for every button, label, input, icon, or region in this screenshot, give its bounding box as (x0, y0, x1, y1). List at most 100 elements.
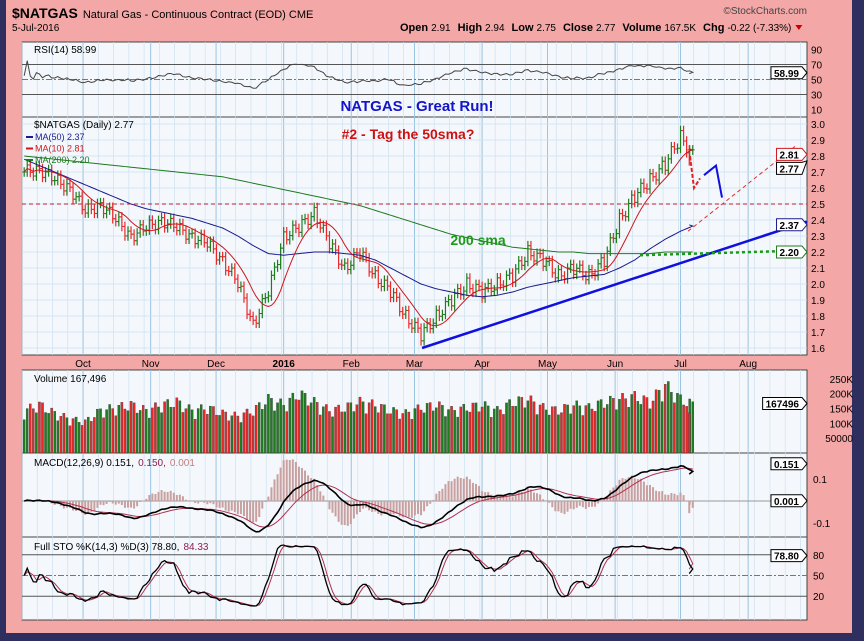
volume-bar (361, 401, 365, 454)
volume-bar (53, 411, 56, 454)
macd-tick: -0.1 (813, 519, 831, 530)
macd-signal-line (24, 467, 693, 528)
volume-bar (538, 404, 542, 454)
volume-bar (123, 408, 127, 454)
volume-bar (535, 414, 539, 454)
volume-bar (25, 408, 29, 454)
volume-bar (114, 415, 118, 454)
macd-histogram-bar (612, 487, 615, 501)
macd-histogram-bar (325, 501, 328, 502)
macd-histogram-bar (337, 501, 340, 522)
volume-bar (517, 396, 520, 454)
y-tick-label: 2.4 (811, 216, 825, 227)
macd-histogram-bar (148, 494, 151, 501)
price-tag: 2.20 (780, 248, 800, 259)
macd-histogram-bar (630, 475, 633, 501)
volume-bar (581, 415, 585, 454)
macd-histogram-bar (554, 501, 557, 512)
volume-tick: 100K (830, 419, 854, 430)
macd-histogram-bar (352, 501, 355, 519)
macd-histogram-bar (505, 495, 508, 501)
macd-histogram-bar (636, 479, 639, 501)
volume-bar (224, 411, 227, 454)
quote-value: 2.91 (431, 23, 451, 34)
volume-bar (602, 407, 606, 454)
rsi-tick: 10 (811, 106, 823, 117)
volume-bar (664, 384, 667, 454)
volume-bar (346, 402, 350, 454)
macd-histogram-bar (255, 501, 258, 522)
volume-bar (453, 410, 456, 454)
sto-d-value: 84.33 (183, 542, 208, 553)
macd-histogram-bar (502, 497, 505, 501)
volume-bar (126, 410, 130, 454)
volume-bar (428, 402, 432, 454)
x-tick-label: Nov (142, 359, 160, 370)
volume-bar (438, 401, 441, 454)
rsi-label: RSI(14) 58.99 (34, 45, 97, 56)
volume-bar (505, 402, 508, 454)
volume-bar (71, 418, 75, 454)
sto-tag: 78.80 (774, 552, 799, 563)
volume-bar (572, 405, 575, 454)
macd-histogram-bar (383, 501, 386, 514)
macd-histogram-bar (246, 501, 249, 521)
macd-tag: 0.151 (774, 460, 799, 471)
volume-bar (47, 413, 50, 454)
macd-histogram-bar (645, 485, 648, 501)
x-tick-label: Jun (607, 359, 623, 370)
volume-bar (493, 408, 496, 454)
volume-bar (401, 413, 404, 454)
volume-bar (606, 404, 609, 454)
volume-bar (569, 413, 572, 454)
macd-histogram-bar (386, 501, 389, 514)
macd-histogram-bar (621, 478, 624, 501)
volume-bar (267, 394, 270, 454)
volume-bar (68, 425, 72, 454)
macd-histogram-bar (462, 478, 465, 501)
date: 5-Jul-2016 (12, 23, 60, 34)
macd-histogram-bar (328, 501, 331, 510)
volume-bar (657, 390, 661, 454)
macd-histogram-bar (209, 501, 212, 504)
volume-bar (352, 411, 356, 454)
volume-bar (660, 401, 664, 454)
volume-bar (285, 411, 288, 454)
macd-histogram-bar (478, 485, 481, 501)
macd-histogram-bar (407, 501, 410, 518)
macd-histogram-bar (661, 491, 664, 501)
volume-bar (486, 405, 490, 454)
macd-histogram-bar (450, 481, 453, 501)
price-tag: 2.81 (780, 150, 800, 161)
macd-histogram-bar (392, 501, 395, 515)
volume-bar (50, 407, 53, 454)
price-tag-bg (776, 160, 808, 175)
volume-bar (468, 411, 472, 454)
quote-key: Volume (622, 22, 661, 34)
macd-histogram-bar (282, 460, 285, 501)
macd-histogram-bar (288, 460, 291, 501)
x-tick-label: Mar (406, 359, 424, 370)
macd-histogram-bar (117, 501, 120, 504)
volume-tick: 50000 (825, 434, 853, 445)
macd-histogram-bar (468, 479, 471, 501)
quote-key: High (458, 22, 483, 34)
quote-key: Open (400, 22, 428, 34)
macd-histogram-bar (273, 479, 276, 501)
x-tick-label: Jul (674, 359, 687, 370)
macd-histogram-bar (655, 490, 658, 501)
rsi-tag: 58.99 (774, 69, 799, 80)
volume-bar (193, 418, 197, 454)
volume-bar (212, 406, 215, 454)
volume-bar (395, 409, 398, 454)
macd-histogram-bar (242, 501, 245, 517)
volume-bar (175, 397, 179, 454)
volume-bar (422, 412, 426, 454)
macd-histogram-bar (96, 501, 99, 508)
volume-bar (254, 405, 258, 454)
volume-bar (59, 416, 63, 454)
macd-histogram-bar (203, 501, 206, 503)
volume-bar (41, 402, 44, 454)
volume-bar (132, 402, 136, 454)
